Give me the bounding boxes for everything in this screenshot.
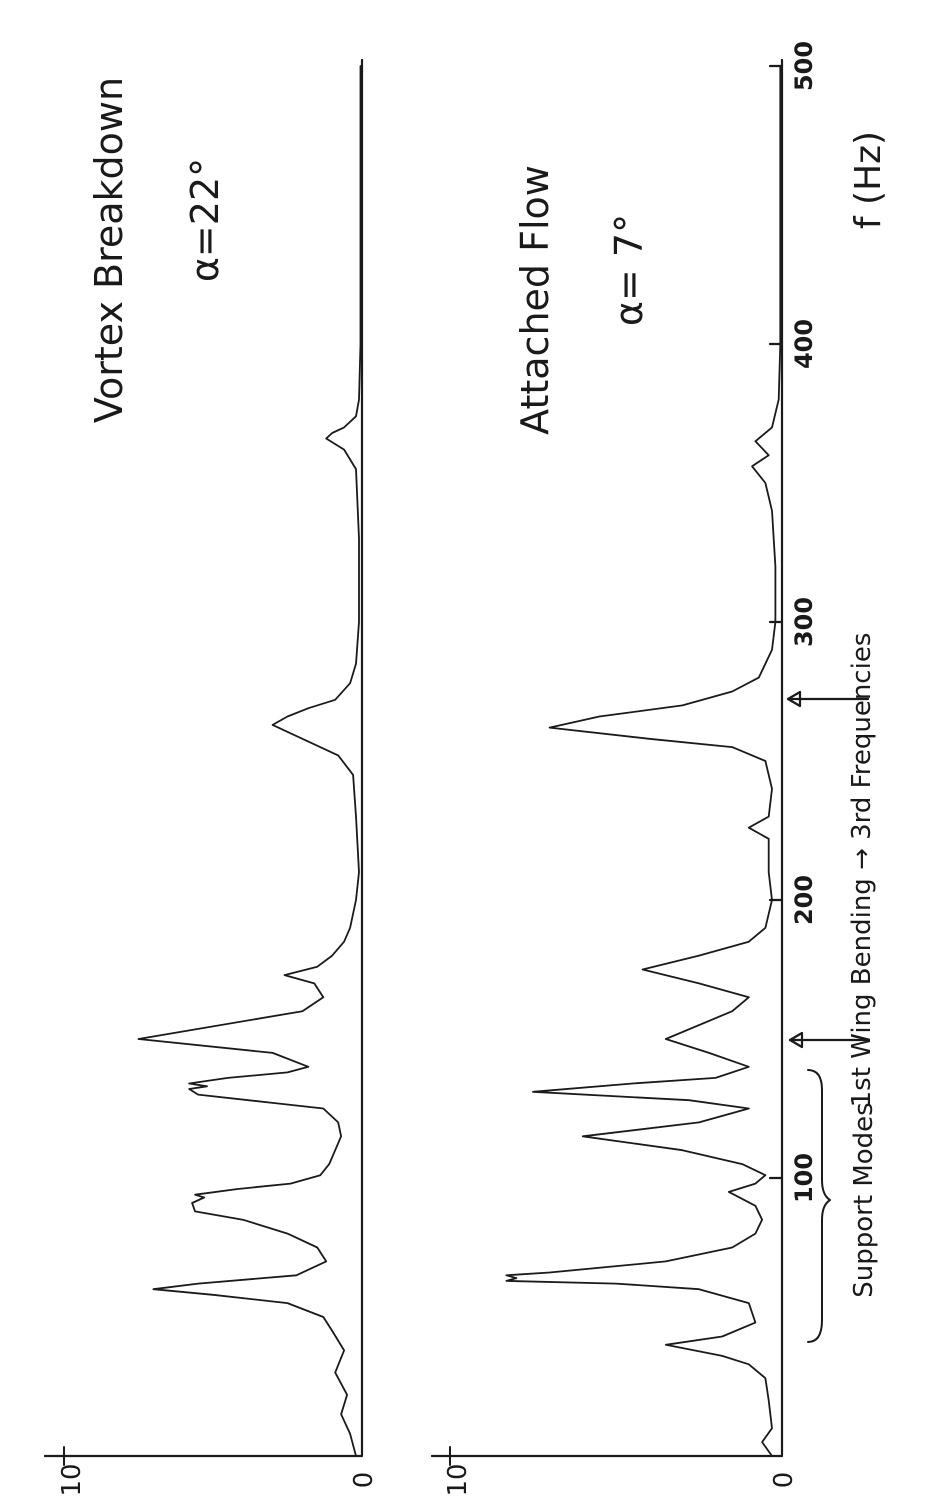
x-tick-label-100: 100 (790, 1153, 818, 1203)
vortex-ytick-label-0: 0 (349, 1472, 379, 1489)
x-tick-label-400: 400 (790, 319, 818, 369)
arrow-right-marker (786, 690, 870, 708)
attached-spectrum-line (505, 65, 782, 1457)
x-tick-label-300: 300 (790, 597, 818, 647)
vortex-ytick-label-10: 10 (57, 1463, 87, 1496)
attached-xlabel: f (Hz) (848, 131, 889, 229)
attached-title: Attached Flow (513, 165, 557, 435)
wing-bending-label: 1st Wing Bending → 3rd Frequencies (847, 633, 877, 1108)
vortex-spectrum-line (137, 65, 362, 1457)
vortex-breakdown-chart: 10 0 Vortex Breakdown α=22° (43, 58, 379, 1497)
attached-ytick-label-10: 10 (443, 1463, 473, 1496)
attached-flow-chart: 10 0 100 200 300 400 500 f (Hz) Attached Flo… (430, 41, 889, 1497)
support-modes-label: Support Modes (849, 1102, 879, 1297)
x-tick-label-500: 500 (790, 41, 818, 91)
support-modes-bracket (807, 1069, 831, 1343)
attached-subtitle: α= 7° (607, 214, 651, 326)
attached-ytick-label-0: 0 (769, 1472, 799, 1489)
arrow-left-marker (788, 1031, 870, 1049)
vortex-subtitle: α=22° (183, 158, 227, 282)
vortex-title: Vortex Breakdown (87, 77, 131, 423)
attached-x-ticks: 100 200 300 400 500 (768, 41, 818, 1203)
x-tick-label-200: 200 (790, 875, 818, 925)
